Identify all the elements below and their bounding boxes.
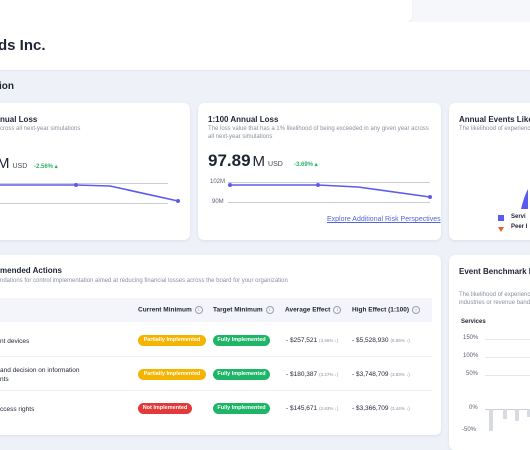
top-bar <box>0 0 530 22</box>
action-name: ccess rights <box>0 406 35 413</box>
status-badge: Partially Implemented <box>138 335 206 346</box>
high-effect: - $3,748,709 (3.83% ↓) <box>352 371 410 378</box>
column-average-effect: Average Effect i <box>285 306 342 314</box>
gridline <box>485 339 530 340</box>
column-high-effect: High Effect (1:100) i <box>352 306 421 314</box>
high-effect: - $5,528,930 (5.65% ↓) <box>352 337 410 344</box>
gridline <box>485 375 530 376</box>
annual-loss-value: M USD <box>0 155 28 172</box>
info-icon[interactable]: i <box>333 306 342 314</box>
axis-gridline <box>228 202 430 203</box>
card-title: 1:100 Annual Loss <box>208 115 279 124</box>
row-divider <box>0 390 432 391</box>
section-title: ion <box>0 81 14 92</box>
change-indicator: -2.56% ▴ <box>34 164 58 170</box>
y-tick: 0% <box>469 405 478 411</box>
info-icon[interactable]: i <box>194 306 203 314</box>
status-badge: Fully Implemented <box>213 369 270 380</box>
explore-risk-link[interactable]: Explore Additional Risk Perspectives <box>327 216 441 223</box>
status-badge: Not Implemented <box>138 403 192 414</box>
card-subtitle: The likelihood of experiencin <box>459 126 530 132</box>
average-effect: - $180,387 (3.27% ↓) <box>286 371 339 378</box>
card-title: Event Benchmark I <box>459 267 530 276</box>
column-current-minimum: Current Minimum i <box>138 306 203 314</box>
info-icon[interactable]: i <box>412 306 421 314</box>
annual-loss-card: nual Loss cross all next-year simulation… <box>0 103 190 240</box>
y-tick: 100% <box>463 353 479 359</box>
axis-gridline <box>228 182 430 183</box>
action-name: and decision on information <box>0 367 80 374</box>
card-subtitle: The loss value that has a 1% likelihood … <box>208 126 429 140</box>
axis-gridline <box>0 183 168 184</box>
card-subtitle: ndations for control implementation aime… <box>0 278 288 284</box>
card-subtitle-line2: industries or revenue bands, <box>459 300 530 306</box>
average-effect: - $257,521 (4.66% ↓) <box>286 337 339 344</box>
legend-swatch-peer <box>498 227 504 232</box>
status-badge: Partially Implemented <box>138 369 206 380</box>
axis-label-bottom: 90M <box>212 199 224 205</box>
card-subtitle: cross all next-year simulations <box>0 126 81 132</box>
events-likelihood-card: Annual Events Likel The likelihood of ex… <box>449 103 530 240</box>
high-effect: - $3,366,709 (3.44% ↓) <box>352 405 410 412</box>
average-effect: - $145,671 (2.63% ↓) <box>286 405 339 412</box>
y-tick: -50% <box>462 427 477 433</box>
card-title: nual Loss <box>0 115 38 124</box>
status-badge: Fully Implemented <box>213 403 270 414</box>
benchmark-bar <box>515 409 519 421</box>
events-chart-fragment <box>521 189 528 209</box>
event-benchmark-card: Event Benchmark I The likelihood of expe… <box>449 255 530 450</box>
action-name-line2: nts <box>0 376 9 383</box>
loss-1-100-card: 1:100 Annual Loss The loss value that ha… <box>198 103 441 240</box>
y-tick: 150% <box>463 335 479 341</box>
card-title: mended Actions <box>0 266 62 275</box>
row-divider <box>0 356 432 357</box>
loss-trend-line <box>228 183 432 199</box>
benchmark-category: Services <box>461 319 486 325</box>
company-name: ds Inc. <box>0 37 46 54</box>
benchmark-bar <box>489 409 493 431</box>
legend-swatch-services <box>498 215 504 221</box>
info-icon[interactable]: i <box>265 306 274 314</box>
benchmark-bar <box>503 409 507 419</box>
legend-label-services: Servi <box>511 214 526 220</box>
y-tick: 50% <box>466 371 479 377</box>
status-badge: Fully Implemented <box>213 335 270 346</box>
gridline <box>485 357 530 358</box>
action-name: nt devices <box>0 338 30 345</box>
card-subtitle: The likelihood of experiencin <box>459 292 530 298</box>
benchmark-bar <box>527 409 530 417</box>
column-target-minimum: Target Minimum i <box>213 306 274 314</box>
card-title: Annual Events Likel <box>459 115 530 124</box>
gridline <box>485 409 530 410</box>
loss-1-100-value: 97.89 M USD <box>208 151 283 170</box>
loss-trend-line <box>0 183 180 203</box>
recommended-actions-card: mended Actions ndations for control impl… <box>0 255 441 435</box>
top-tab-strip <box>0 0 412 22</box>
axis-label-top: 102M <box>210 179 226 185</box>
legend-label-peer: Peer I <box>511 224 528 230</box>
page-header: ds Inc. <box>0 22 530 71</box>
axis-gridline <box>0 203 168 204</box>
change-indicator: -3.69% ▴ <box>294 162 318 168</box>
table-header <box>0 298 432 322</box>
